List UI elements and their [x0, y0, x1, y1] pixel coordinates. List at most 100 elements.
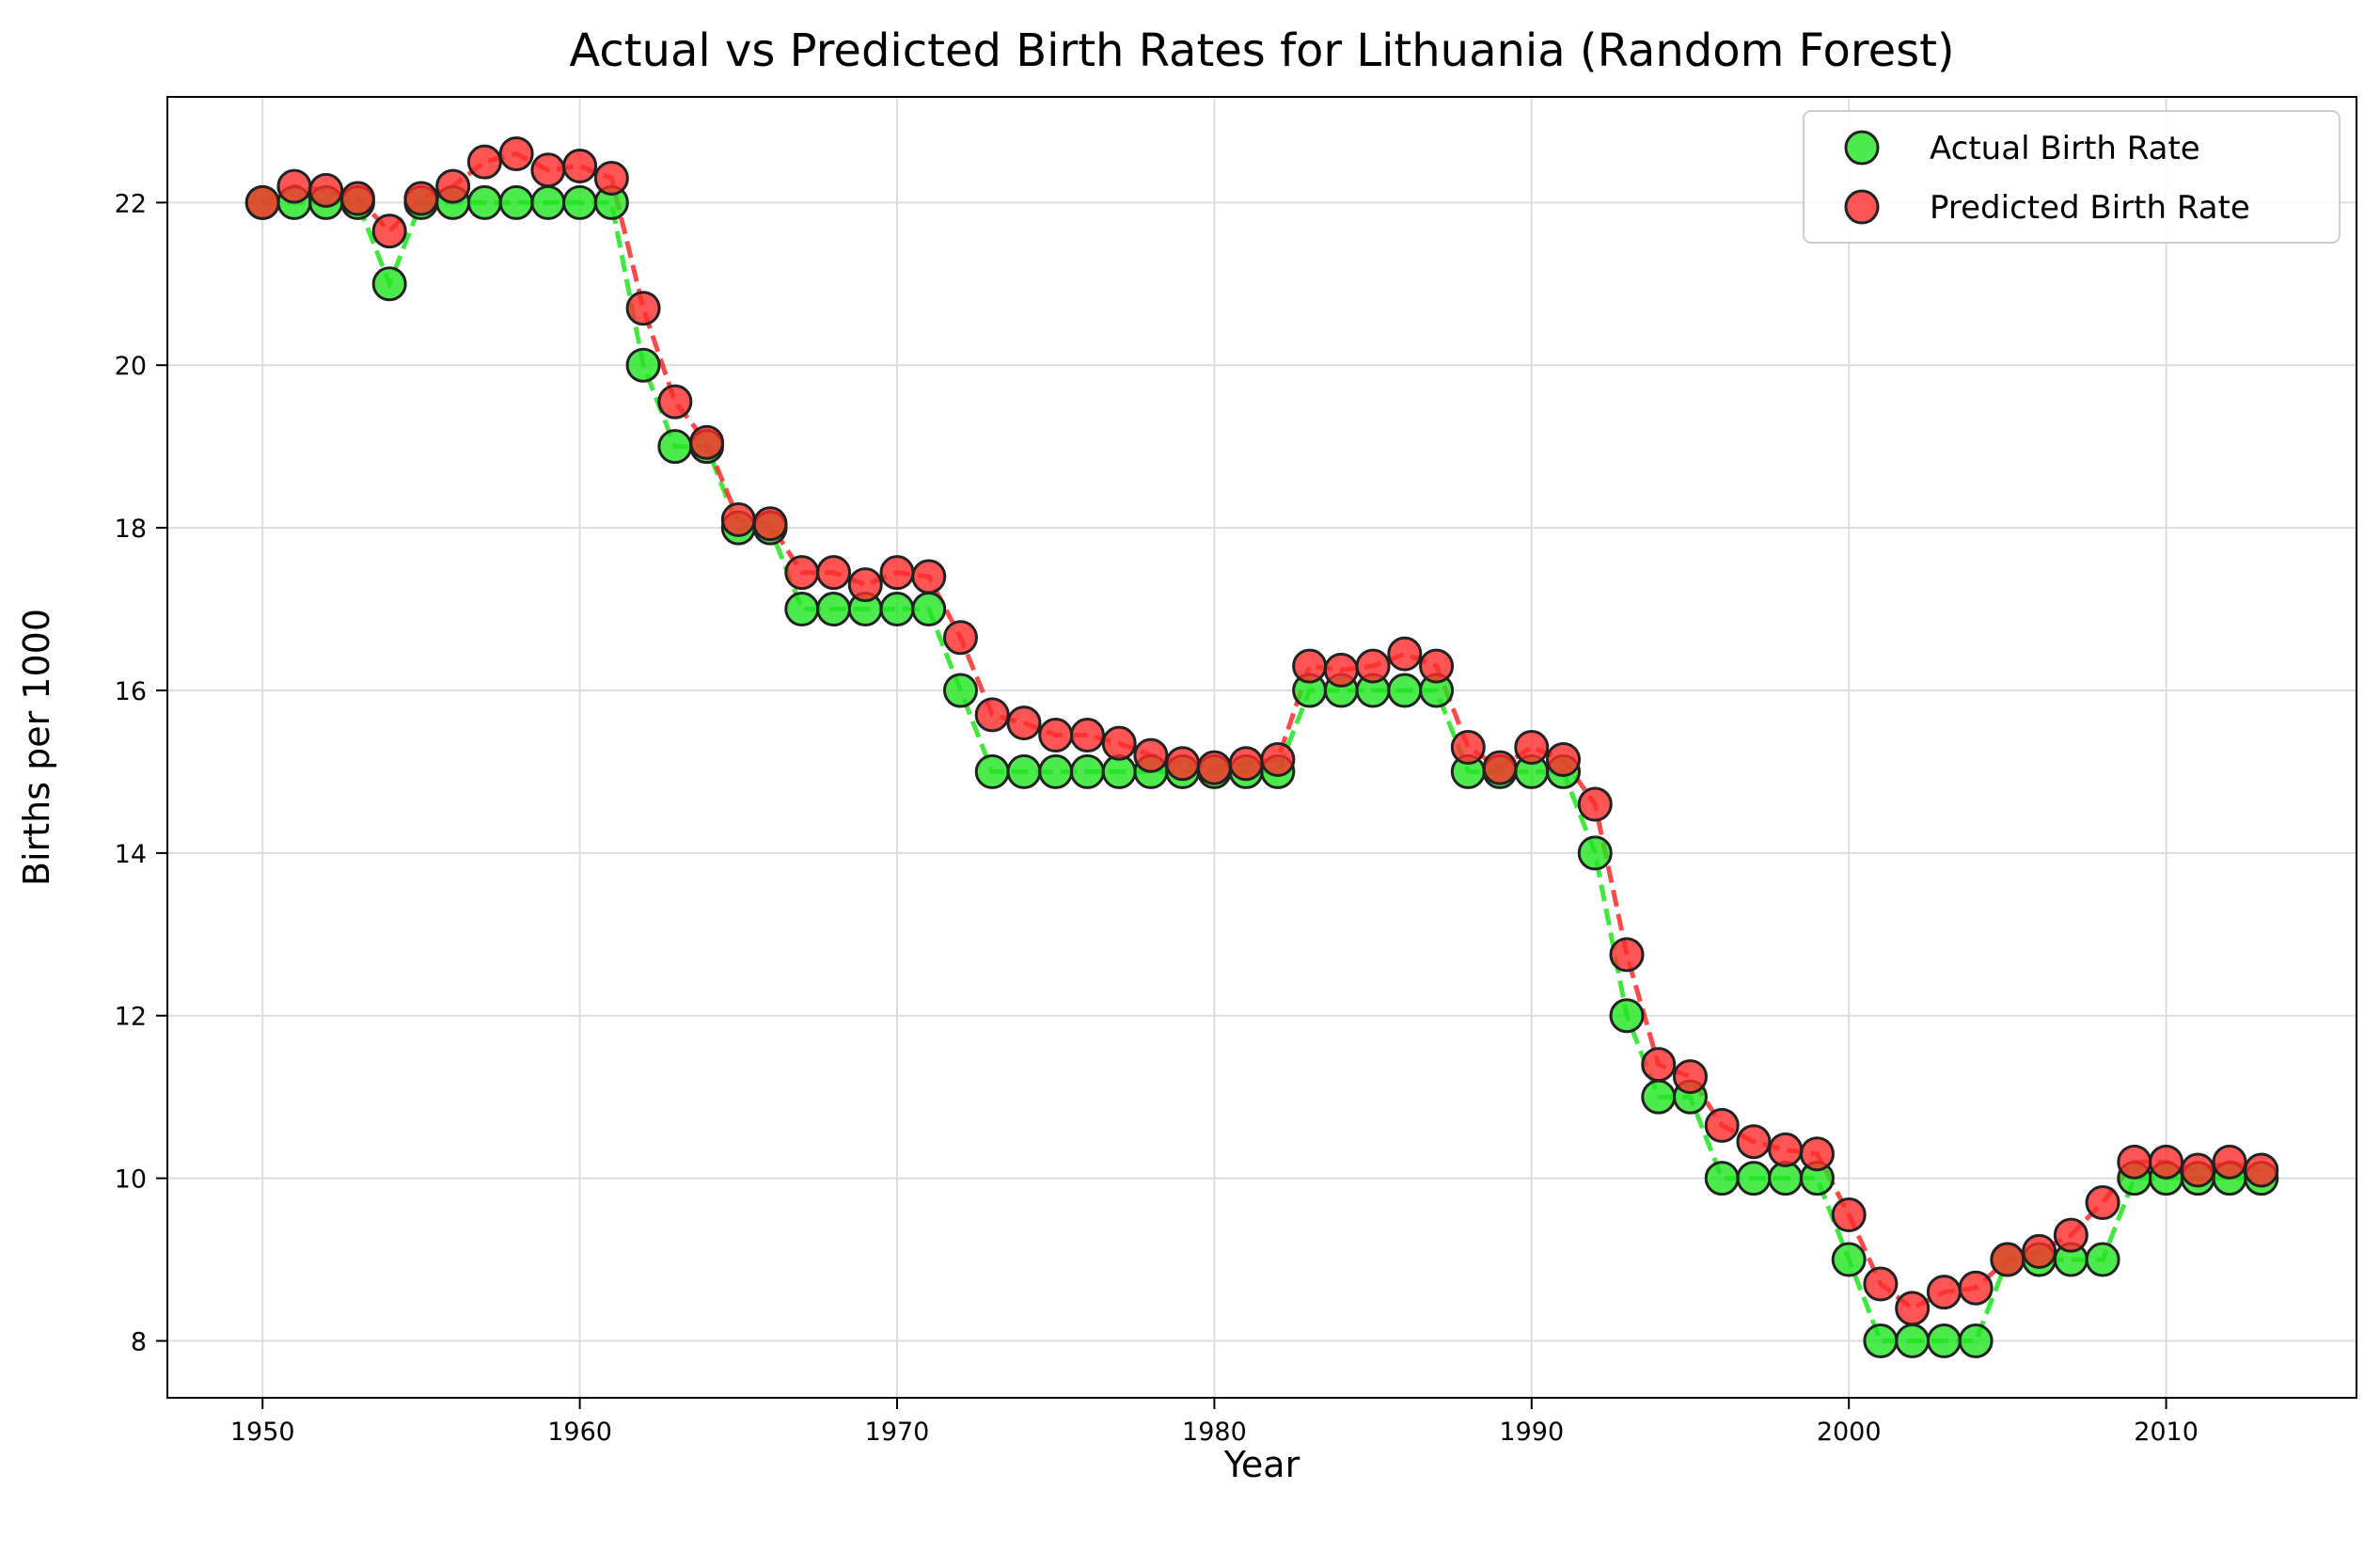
data-point-1	[2085, 1185, 2120, 1221]
data-point-0	[1069, 753, 1105, 789]
legend-box	[1803, 110, 2341, 244]
x-tick-label: 2010	[2134, 1418, 2199, 1447]
x-tick-label: 2000	[1817, 1418, 1882, 1447]
data-point-1	[1736, 1124, 1772, 1160]
x-tick-label: 1970	[865, 1418, 930, 1447]
data-point-1	[1672, 1059, 1708, 1095]
data-point-1	[1990, 1242, 2025, 1277]
y-tick-label: 22	[115, 189, 147, 218]
y-tick-label: 14	[115, 840, 147, 869]
data-point-0	[1641, 1079, 1677, 1115]
data-point-0	[816, 592, 852, 627]
data-point-0	[1577, 835, 1613, 871]
data-point-1	[2022, 1233, 2057, 1269]
data-point-1	[657, 384, 693, 420]
data-point-1	[371, 214, 407, 249]
data-point-1	[974, 697, 1010, 733]
data-point-1	[244, 184, 280, 220]
data-point-1	[1323, 652, 1359, 688]
data-point-1	[2149, 1144, 2184, 1180]
data-point-1	[308, 172, 344, 208]
legend-marker	[1844, 189, 1880, 225]
data-point-1	[466, 144, 502, 180]
data-point-0	[1704, 1161, 1740, 1196]
data-point-0	[1038, 753, 1074, 789]
data-point-1	[816, 555, 852, 591]
data-point-0	[1006, 753, 1042, 789]
legend-label: Actual Birth Rate	[1930, 130, 2200, 167]
data-point-1	[1958, 1270, 1994, 1306]
data-point-0	[1926, 1323, 1962, 1358]
data-point-1	[1831, 1197, 1867, 1233]
data-point-0	[562, 184, 598, 220]
data-point-1	[1450, 730, 1486, 765]
data-point-1	[1292, 648, 1328, 684]
data-point-0	[1387, 673, 1423, 708]
y-tick-label: 18	[115, 515, 147, 544]
data-point-0	[466, 184, 502, 220]
data-point-1	[1704, 1107, 1740, 1143]
chart-title: Actual vs Predicted Birth Rates for Lith…	[569, 24, 1954, 77]
data-point-1	[2212, 1144, 2247, 1180]
data-point-0	[1831, 1242, 1867, 1277]
data-point-1	[1228, 746, 1264, 782]
data-point-1	[1546, 741, 1582, 777]
x-tick-label: 1980	[1182, 1418, 1247, 1447]
data-point-1	[435, 168, 471, 204]
data-point-0	[942, 673, 978, 708]
data-point-0	[784, 592, 820, 627]
data-point-1	[879, 555, 915, 591]
data-point-1	[1355, 648, 1391, 684]
data-point-1	[847, 567, 883, 603]
y-tick-label: 16	[115, 677, 147, 706]
data-point-1	[1514, 730, 1550, 765]
series-line-1	[261, 151, 2262, 1311]
data-point-0	[974, 753, 1010, 789]
data-point-1	[1006, 705, 1042, 741]
data-point-0	[879, 592, 915, 627]
data-point-1	[1768, 1132, 1804, 1167]
data-point-0	[1736, 1161, 1772, 1196]
legend-marker	[1844, 130, 1880, 166]
data-point-1	[2180, 1152, 2215, 1188]
grid-lines	[167, 97, 2356, 1398]
data-point-1	[1133, 737, 1169, 773]
data-point-1	[339, 181, 375, 216]
x-tick-label: 1960	[547, 1418, 612, 1447]
data-point-1	[1641, 1047, 1677, 1083]
data-point-1	[1609, 937, 1645, 973]
series-points	[244, 136, 2279, 1358]
data-point-1	[942, 620, 978, 656]
y-tick-label: 10	[115, 1165, 147, 1195]
data-point-0	[371, 266, 407, 302]
data-point-1	[689, 424, 725, 460]
x-tick-label: 1950	[230, 1418, 295, 1447]
data-point-1	[562, 148, 598, 183]
data-point-0	[530, 184, 566, 220]
data-point-1	[530, 152, 566, 188]
y-axis-title: Births per 1000	[16, 609, 57, 886]
data-point-1	[1165, 746, 1201, 782]
data-point-1	[1387, 636, 1423, 672]
x-tick-label: 1990	[1499, 1418, 1564, 1447]
plot-area-frame	[166, 96, 2357, 1399]
data-point-1	[1482, 750, 1518, 785]
data-point-1	[2117, 1144, 2152, 1180]
series-lines	[261, 151, 2262, 1343]
data-point-1	[720, 501, 756, 537]
data-point-1	[1926, 1275, 1962, 1310]
data-point-1	[1101, 725, 1137, 761]
data-point-0	[2085, 1242, 2120, 1277]
x-axis-title: Year	[1223, 1444, 1300, 1485]
data-point-0	[1895, 1323, 1931, 1358]
data-point-1	[1069, 718, 1105, 753]
data-point-0	[1958, 1323, 1994, 1358]
data-point-0	[1609, 998, 1645, 1034]
data-point-1	[625, 291, 661, 326]
data-point-1	[498, 136, 534, 172]
data-point-1	[752, 506, 788, 542]
data-point-1	[1863, 1266, 1899, 1302]
y-tick-label: 8	[131, 1327, 147, 1356]
y-tick-label: 20	[115, 352, 147, 381]
data-point-1	[784, 555, 820, 591]
